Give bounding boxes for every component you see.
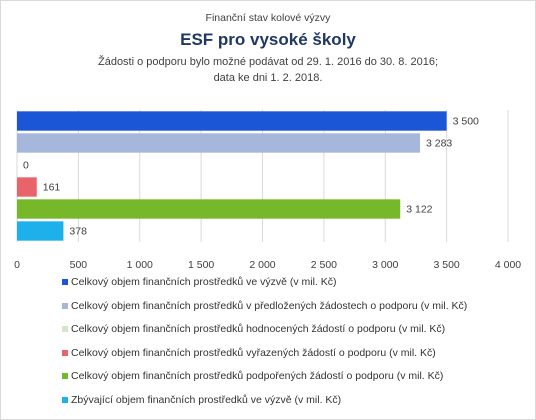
legend-item-1: Celkový objem finančních prostředků v př… [62, 299, 522, 314]
bar-1 [17, 133, 420, 153]
x-tick-label-5: 2 500 [311, 259, 337, 271]
legend-label-4: Celkový objem finančních prostředků podp… [71, 370, 444, 383]
bar-0 [17, 111, 447, 131]
chart-legend: Celkový objem finančních prostředků ve v… [62, 275, 522, 417]
legend-label-0: Celkový objem finančních prostředků ve v… [71, 276, 337, 288]
legend-swatch-0 [62, 279, 68, 285]
legend-label-5: Zbývající objem finančních prostředků ve… [71, 393, 342, 406]
x-tick-label-7: 3 500 [433, 259, 459, 271]
x-tick-label-1: 500 [70, 259, 88, 271]
legend-label-3: Celkový objem finančních prostředků vyřa… [71, 346, 436, 359]
legend-label-2: Celkový objem finančních prostředků hodn… [71, 323, 446, 336]
x-tick-label-4: 2 000 [249, 259, 275, 271]
data-label-4: 3 122 [406, 204, 432, 216]
data-label-2: 0 [23, 160, 29, 172]
data-label-3: 161 [43, 182, 61, 194]
subtitle-line-2: data ke dni 1. 2. 2018. [213, 72, 323, 84]
x-tick-label-2: 1 000 [127, 259, 153, 271]
legend-swatch-4 [62, 373, 68, 380]
legend-item-2: Celkový objem finančních prostředků hodn… [62, 322, 522, 337]
bar-5 [17, 221, 64, 241]
data-label-5: 378 [69, 226, 87, 238]
legend-swatch-2 [62, 326, 68, 333]
x-tick-label-0: 0 [14, 259, 20, 271]
bar-4 [17, 199, 401, 219]
legend-swatch-3 [62, 349, 68, 356]
chart-subtitle: Žádosti o podporu bylo možné podávat od … [0, 54, 536, 86]
legend-item-0: Celkový objem finančních prostředků ve v… [62, 275, 522, 290]
x-tick-label-3: 1 500 [188, 259, 214, 271]
legend-label-1: Celkový objem finančních prostředků v př… [71, 299, 468, 312]
legend-item-3: Celkový objem finančních prostředků vyřa… [62, 346, 522, 361]
data-label-0: 3 500 [453, 116, 479, 128]
chart-supertitle: Finanční stav kolové výzvy [205, 12, 331, 24]
subtitle-line-1: Žádosti o podporu bylo možné podávat od … [97, 56, 439, 68]
legend-item-4: Celkový objem finančních prostředků podp… [62, 369, 522, 384]
legend-swatch-1 [62, 302, 68, 309]
data-label-1: 3 283 [426, 138, 452, 150]
bar-3 [17, 177, 37, 197]
chart-title: ESF pro vysoké školy [180, 30, 356, 49]
legend-item-5: Zbývající objem finančních prostředků ve… [62, 393, 522, 408]
legend-swatch-5 [62, 396, 68, 403]
x-tick-label-6: 3 000 [372, 259, 398, 271]
x-tick-label-8: 4 000 [495, 259, 521, 271]
